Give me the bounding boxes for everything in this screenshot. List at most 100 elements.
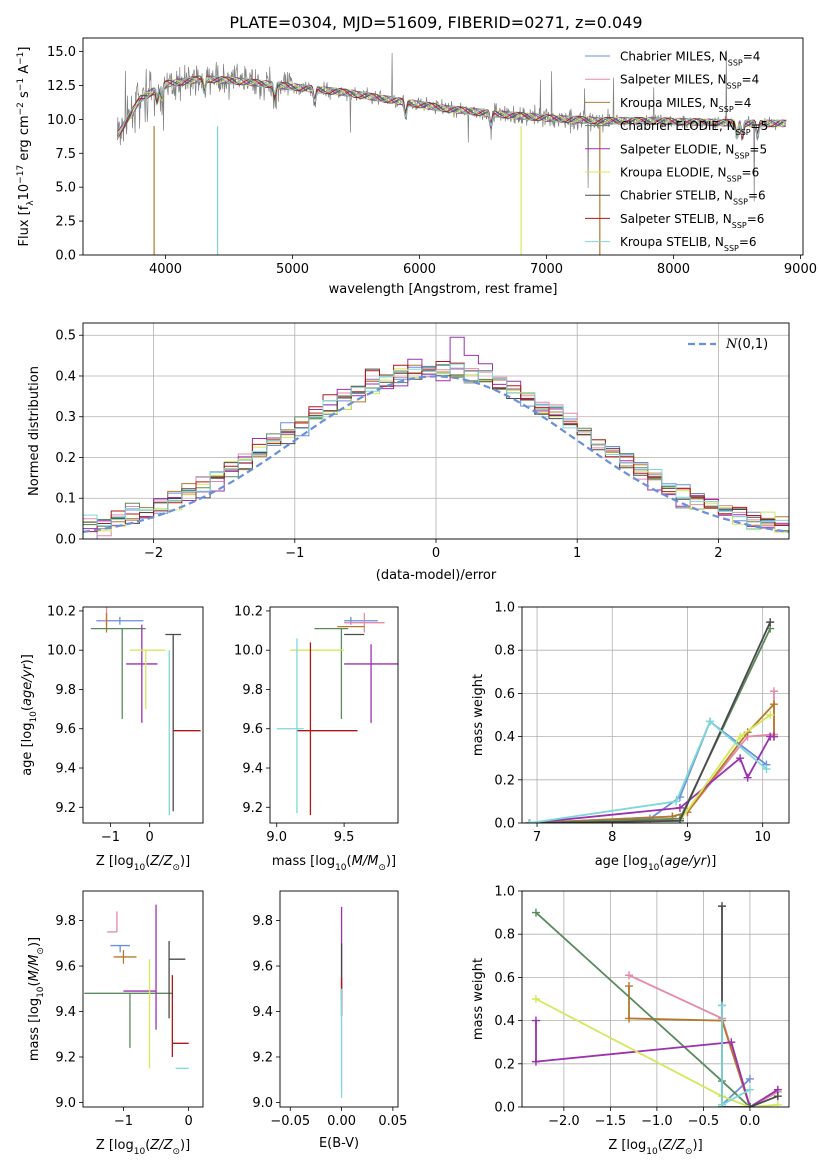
x-tick-label: 2 bbox=[714, 546, 722, 561]
x-tick-label: 0.00 bbox=[327, 1114, 356, 1129]
legend-sub: SSP bbox=[728, 58, 743, 67]
label-part: M/M bbox=[352, 854, 379, 869]
legend-sub: SSP bbox=[727, 81, 742, 90]
label-part: )] bbox=[693, 1138, 703, 1153]
plot-area bbox=[276, 612, 398, 816]
y-tick-label: 0.2 bbox=[55, 451, 76, 466]
y-tick-label: 0.6 bbox=[494, 687, 515, 702]
x-tick-label: −1 bbox=[285, 546, 304, 561]
legend-sub: SSP bbox=[734, 151, 749, 160]
label-part: Z [log bbox=[96, 854, 134, 869]
label-sub: 10 bbox=[648, 863, 660, 873]
y-tick-label: 10.0 bbox=[47, 644, 76, 659]
y-tick-label: 9.2 bbox=[55, 801, 76, 816]
y-tick-label: 0.4 bbox=[55, 369, 76, 384]
x-tick-label: 8 bbox=[608, 830, 616, 845]
label-part: ( bbox=[20, 706, 35, 711]
x-tick-label: 9 bbox=[683, 830, 691, 845]
y-tick-label: 9.6 bbox=[252, 960, 273, 975]
y-tick-label: 0.0 bbox=[494, 1101, 515, 1116]
y-tick-label: 9.8 bbox=[252, 914, 273, 929]
y-tick-label: 9.2 bbox=[242, 801, 263, 816]
label-part: age [log bbox=[20, 723, 35, 776]
axes-frame bbox=[82, 606, 204, 824]
x-tick-label: 0 bbox=[146, 830, 154, 845]
label-sub: 10 bbox=[36, 986, 46, 998]
y-tick-label: 9.2 bbox=[55, 1050, 76, 1065]
x-tick-label: −1.5 bbox=[595, 1114, 627, 1129]
legend-name: Chabrier MILES, N bbox=[620, 50, 728, 64]
label-part: )] bbox=[20, 654, 35, 664]
weight-marker bbox=[769, 687, 778, 696]
weight-line-1 bbox=[529, 691, 775, 823]
legend-name: Kroupa MILES, N bbox=[620, 96, 719, 110]
label-sub: 10 bbox=[335, 863, 347, 873]
weight-marker bbox=[624, 1014, 633, 1023]
axes-frame bbox=[279, 890, 399, 1108]
y-tick-label: 9.0 bbox=[252, 1096, 273, 1111]
axes-frame bbox=[521, 606, 790, 824]
x-tick-label: 10 bbox=[754, 830, 771, 845]
weight-marker bbox=[675, 803, 684, 812]
label-sup: −1 bbox=[16, 52, 26, 65]
y-tick-label: 10.2 bbox=[234, 604, 263, 619]
label-part: )] bbox=[706, 854, 716, 869]
plot-area bbox=[525, 618, 778, 823]
plot-area bbox=[116, 50, 787, 255]
weight-marker bbox=[773, 1092, 782, 1101]
legend-name: Salpeter MILES, N bbox=[620, 73, 727, 87]
legend-name: Chabrier ELODIE, N bbox=[620, 119, 736, 133]
y-tick-label: 9.4 bbox=[55, 1005, 76, 1020]
y-tick-label: 2.5 bbox=[55, 215, 76, 230]
label-sub: 10 bbox=[134, 863, 146, 873]
x-tick-label: 0.05 bbox=[378, 1114, 407, 1129]
weight-marker bbox=[736, 732, 745, 741]
label-part: ( bbox=[347, 854, 352, 869]
label-part: ( bbox=[658, 1138, 663, 1153]
x-tick-label: −2 bbox=[144, 546, 163, 561]
legend-name: Salpeter STELIB, N bbox=[620, 212, 732, 226]
axes-frame bbox=[82, 37, 804, 256]
legend-name: Kroupa ELODIE, N bbox=[620, 166, 727, 180]
x-tick-label: 6000 bbox=[403, 262, 436, 277]
y-tick-label: 0.4 bbox=[494, 730, 515, 745]
legend-label-3: Chabrier ELODIE, NSSP=5 bbox=[620, 119, 768, 137]
weight-marker bbox=[766, 711, 775, 719]
label-part: mass [log bbox=[27, 998, 42, 1061]
x-tick-label: −0.05 bbox=[270, 1114, 310, 1129]
x-axis-label: wavelength [Angstrom, rest frame] bbox=[329, 282, 558, 297]
plot-area bbox=[531, 902, 782, 1107]
weight-marker bbox=[769, 732, 778, 741]
label-sub: λ bbox=[26, 200, 36, 206]
label-part: 10 bbox=[17, 184, 32, 201]
legend-label-0: Chabrier MILES, NSSP=4 bbox=[620, 50, 760, 68]
label-part: ( bbox=[27, 981, 42, 986]
y-tick-label: 12.5 bbox=[47, 79, 76, 94]
legend-name: Kroupa STELIB, N bbox=[620, 235, 724, 249]
x-tick-label: 0 bbox=[432, 546, 440, 561]
x-axis-label: mass [log10(M/M⊙)] bbox=[272, 854, 396, 873]
x-tick-label: 1 bbox=[573, 546, 581, 561]
label-part: age/yr bbox=[664, 854, 707, 869]
y-tick-label: 0.2 bbox=[494, 773, 515, 788]
y-tick-label: 0.8 bbox=[494, 644, 515, 659]
x-tick-label: −1 bbox=[101, 830, 120, 845]
massweight-vs-age-panel: 7 8 9 10 0.0 0.2 0.4 0.6 0.8 1.0 mass weight age [l… bbox=[471, 601, 790, 873]
y-tick-label: 9.2 bbox=[252, 1050, 273, 1065]
y-tick-label: 0.4 bbox=[494, 1014, 515, 1029]
x-tick-label: 8000 bbox=[657, 262, 690, 277]
legend-sub: SSP bbox=[736, 128, 751, 137]
y-tick-label: 9.4 bbox=[55, 762, 76, 777]
y-tick-label: 10.2 bbox=[47, 604, 76, 619]
y-tick-label: 0.1 bbox=[55, 492, 76, 507]
weight-line-7 bbox=[529, 720, 767, 823]
x-tick-label: 4000 bbox=[149, 262, 182, 277]
label-part: M/M bbox=[27, 955, 42, 982]
label-sub: 10 bbox=[29, 711, 39, 723]
model-line-8 bbox=[116, 75, 786, 140]
x-tick-label: −1.0 bbox=[641, 1114, 673, 1129]
label-sup: −2 bbox=[16, 102, 26, 115]
x-axis-label: (data-model)/error bbox=[376, 568, 497, 583]
y-tick-label: 9.0 bbox=[55, 1096, 76, 1111]
label-part: erg cm bbox=[17, 115, 32, 164]
